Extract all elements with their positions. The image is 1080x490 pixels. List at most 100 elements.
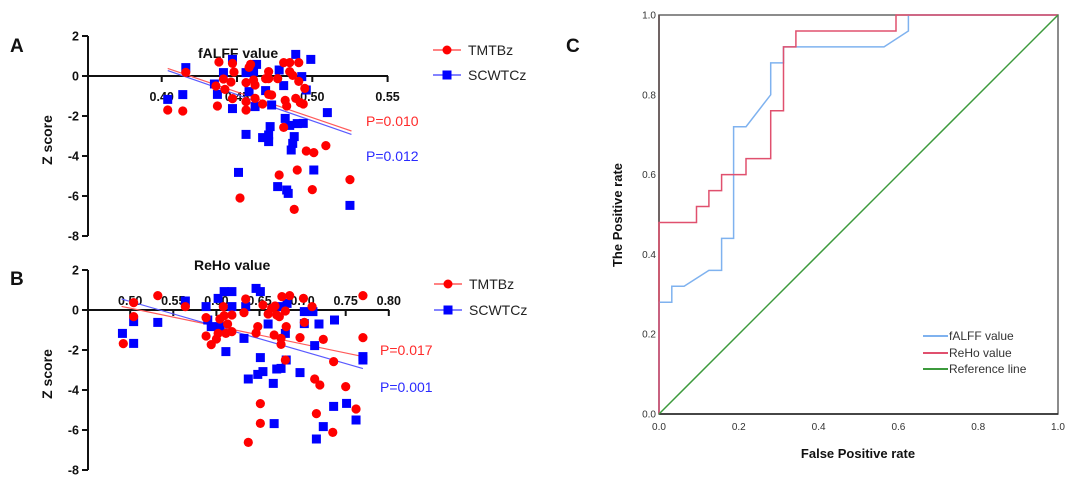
legend-falff-label: fALFF value [949,329,1014,343]
point-scwt [309,165,319,175]
point-tmt [298,293,309,303]
point-scwt [241,68,251,78]
point-tmt [129,312,139,322]
point-tmt [241,97,251,107]
fit-line-tmt [121,305,364,358]
point-tmt [294,58,304,68]
point-tmt [264,74,274,84]
panel-c: C The Positive rate False Positive rate … [566,11,1065,462]
point-tmt [250,80,260,90]
y-tick-label: 2 [72,30,79,44]
panel-b-p-value-tmt: P=0.017 [380,342,433,358]
point-tmt [181,67,191,77]
point-tmt [226,77,236,87]
roc-reference-line [658,14,1059,415]
x-tick-label: 0.6 [891,422,905,433]
point-tmt [219,311,229,321]
y-tick-label: -8 [68,464,79,478]
point-tmt [358,333,368,343]
point-scwt [221,347,231,357]
legend-reho-label: ReHo value [949,346,1012,360]
point-tmt [311,409,321,419]
roc-curve-falff [658,14,1058,414]
y-tick-label: -2 [68,110,79,124]
point-tmt [289,204,299,214]
point-tmt [264,67,274,77]
point-scwt [280,113,290,123]
legend-tmt-label: TMTBz [469,276,514,292]
x-tick-label: 0.55 [161,294,185,308]
point-tmt [243,437,253,447]
point-tmt [220,84,230,94]
point-tmt [211,81,221,91]
point-scwt [358,355,368,365]
point-tmt [223,319,233,329]
point-scwt [252,59,262,69]
x-tick-label: 0.4 [812,422,826,433]
panel-b-legend: TMTBz SCWTCz [434,276,527,318]
point-tmt [163,105,173,115]
point-scwt [117,328,127,338]
point-scwt [292,119,302,129]
legend-tmt-label: TMTBz [468,42,513,58]
point-scwt [291,49,301,59]
point-tmt [201,313,211,323]
point-scwt [181,63,191,73]
y-tick-label: 0.6 [642,170,656,181]
point-tmt [241,294,251,304]
point-tmt [280,355,290,365]
point-scwt [306,54,316,64]
point-scwt [329,315,339,325]
point-scwt [265,122,275,132]
x-tick-label: 0.2 [732,422,746,433]
point-scwt [253,369,263,379]
point-tmt [255,418,265,428]
point-tmt [267,90,277,100]
point-tmt [178,106,188,116]
point-scwt [274,65,284,75]
point-scwt [212,89,222,99]
panel-a-legend: TMTBz SCWTCz [433,42,526,83]
point-tmt [309,148,319,158]
point-scwt [276,363,286,373]
point-tmt [298,99,308,109]
point-tmt [341,382,351,392]
point-tmt [299,317,309,327]
panel-a-y-axis-title: Z score [39,115,55,165]
point-tmt [180,302,190,312]
point-scwt [239,333,249,343]
point-tmt [292,165,302,175]
fit-line-tmt [167,67,352,132]
panel-b-fit-lines [121,298,364,370]
panel-b-letter: B [10,269,24,290]
y-tick-label: 0 [72,70,79,84]
point-tmt [285,58,295,68]
panel-a-p-value-scwt: P=0.012 [366,148,419,164]
y-tick-label: -4 [68,150,79,164]
panel-a: A fALFF value Z score 20-2-4-6-80.40 0.45… [10,30,526,244]
x-tick-label: 0.80 [377,294,401,308]
point-scwt [219,287,229,297]
y-tick-label: -8 [68,230,79,244]
point-tmt [274,312,284,322]
panel-b-points [117,283,368,447]
legend-scwt-label: SCWTCz [469,302,527,318]
point-scwt [255,287,265,297]
point-tmt [241,105,251,115]
panel-c-curves [658,14,1059,415]
point-scwt [297,72,307,82]
point-scwt [153,317,163,327]
point-tmt [345,175,355,185]
point-tmt [329,357,339,367]
panel-c-y-axis-title: The Positive rate [610,163,625,267]
point-scwt [264,130,274,140]
y-tick-label: 0.4 [642,250,656,261]
point-tmt [301,146,311,156]
point-tmt [282,101,292,111]
panel-a-p-value-tmt: P=0.010 [366,113,419,129]
panel-b-y-axis-title: Z score [39,349,55,399]
point-scwt [329,401,339,411]
point-tmt [295,333,305,343]
point-scwt [310,341,320,351]
panel-c-letter: C [566,36,580,57]
